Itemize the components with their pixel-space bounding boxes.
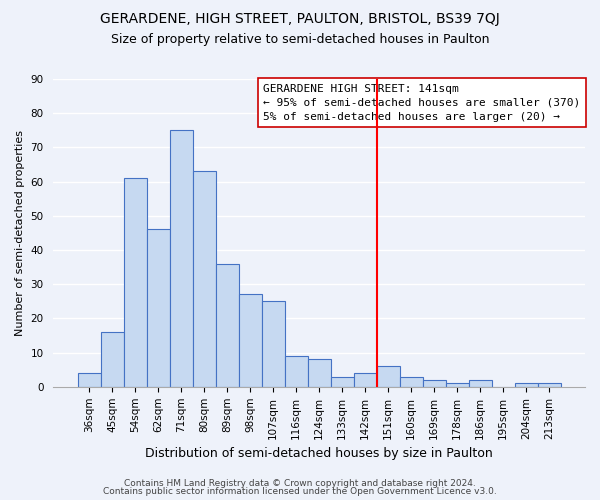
Bar [124, 178, 146, 387]
Bar [331, 376, 354, 387]
Bar [400, 376, 423, 387]
Bar [239, 294, 262, 387]
Bar [469, 380, 492, 387]
Bar [262, 302, 284, 387]
Bar [101, 332, 124, 387]
Text: Contains public sector information licensed under the Open Government Licence v3: Contains public sector information licen… [103, 487, 497, 496]
X-axis label: Distribution of semi-detached houses by size in Paulton: Distribution of semi-detached houses by … [145, 447, 493, 460]
Bar [77, 373, 101, 387]
Text: Contains HM Land Registry data © Crown copyright and database right 2024.: Contains HM Land Registry data © Crown c… [124, 478, 476, 488]
Bar [215, 264, 239, 387]
Bar [515, 384, 538, 387]
Bar [193, 172, 215, 387]
Bar [284, 356, 308, 387]
Text: GERARDENE HIGH STREET: 141sqm
← 95% of semi-detached houses are smaller (370)
5%: GERARDENE HIGH STREET: 141sqm ← 95% of s… [263, 84, 581, 122]
Bar [146, 230, 170, 387]
Text: Size of property relative to semi-detached houses in Paulton: Size of property relative to semi-detach… [111, 32, 489, 46]
Bar [538, 384, 561, 387]
Bar [377, 366, 400, 387]
Text: GERARDENE, HIGH STREET, PAULTON, BRISTOL, BS39 7QJ: GERARDENE, HIGH STREET, PAULTON, BRISTOL… [100, 12, 500, 26]
Bar [423, 380, 446, 387]
Bar [170, 130, 193, 387]
Bar [308, 360, 331, 387]
Y-axis label: Number of semi-detached properties: Number of semi-detached properties [15, 130, 25, 336]
Bar [446, 384, 469, 387]
Bar [354, 373, 377, 387]
